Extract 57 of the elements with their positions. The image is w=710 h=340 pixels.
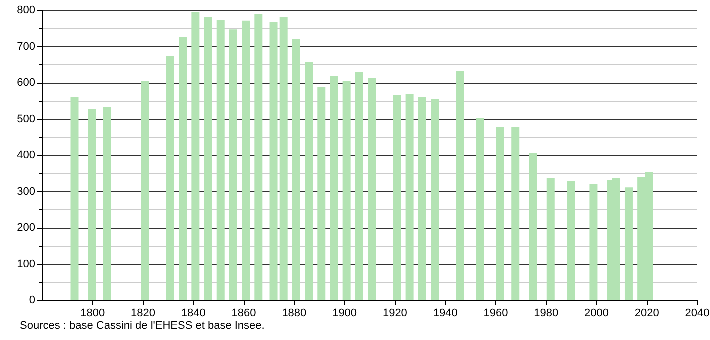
x-tick-label: 2020 bbox=[634, 308, 660, 320]
x-tick-label: 1920 bbox=[382, 308, 408, 320]
x-tick-label: 1820 bbox=[131, 308, 156, 320]
y-tick-label: 600 bbox=[17, 77, 36, 89]
y-tick-label: 300 bbox=[17, 186, 36, 198]
bar bbox=[204, 17, 212, 300]
bar bbox=[590, 184, 598, 300]
bar bbox=[141, 81, 150, 300]
y-tick-label: 500 bbox=[17, 113, 36, 126]
x-tick-label: 2040 bbox=[685, 308, 710, 320]
x-tick-label: 1980 bbox=[534, 308, 559, 320]
bar bbox=[270, 22, 278, 300]
bar bbox=[292, 39, 300, 300]
x-tick-label: 1880 bbox=[282, 308, 307, 320]
bar bbox=[529, 153, 538, 300]
y-tick-label: 800 bbox=[17, 4, 36, 16]
bar bbox=[192, 12, 200, 300]
x-tick-label: 1800 bbox=[80, 308, 106, 320]
bar bbox=[368, 78, 376, 300]
x-tick-label: 2000 bbox=[584, 308, 609, 320]
bar bbox=[330, 76, 338, 300]
bar bbox=[546, 178, 555, 300]
bar bbox=[254, 14, 263, 300]
bar bbox=[431, 99, 439, 300]
x-tick-label: 1960 bbox=[484, 308, 508, 320]
bar bbox=[456, 71, 464, 300]
x-tick-label: 1900 bbox=[332, 308, 358, 320]
x-tick-label: 1840 bbox=[181, 308, 206, 320]
y-tick-label: 700 bbox=[17, 40, 36, 53]
bar bbox=[496, 127, 504, 300]
bar bbox=[70, 97, 79, 300]
bar bbox=[216, 20, 225, 300]
bar bbox=[355, 72, 364, 300]
bar bbox=[229, 30, 238, 300]
x-tick-label: 1860 bbox=[232, 308, 256, 320]
bar bbox=[305, 62, 314, 300]
source-note: Sources : base Cassini de l'EHESS et base Insee. bbox=[20, 320, 265, 332]
bar bbox=[406, 94, 414, 300]
bar bbox=[166, 56, 174, 300]
y-tick-label: 100 bbox=[17, 258, 36, 270]
bar bbox=[88, 109, 96, 300]
x-tick-label: 1940 bbox=[433, 308, 458, 320]
bar bbox=[280, 17, 288, 300]
bar bbox=[567, 181, 576, 300]
y-tick-label: 400 bbox=[17, 150, 36, 162]
bar bbox=[318, 87, 326, 300]
bar bbox=[418, 97, 426, 300]
bar bbox=[242, 20, 250, 300]
bar bbox=[476, 118, 484, 300]
bar bbox=[512, 127, 520, 300]
bar bbox=[393, 95, 402, 300]
y-tick-label: 0 bbox=[29, 294, 36, 306]
bar bbox=[179, 37, 188, 300]
bar bbox=[342, 81, 351, 300]
bar bbox=[624, 188, 633, 300]
y-tick-label: 200 bbox=[17, 222, 36, 234]
bar bbox=[104, 108, 112, 300]
